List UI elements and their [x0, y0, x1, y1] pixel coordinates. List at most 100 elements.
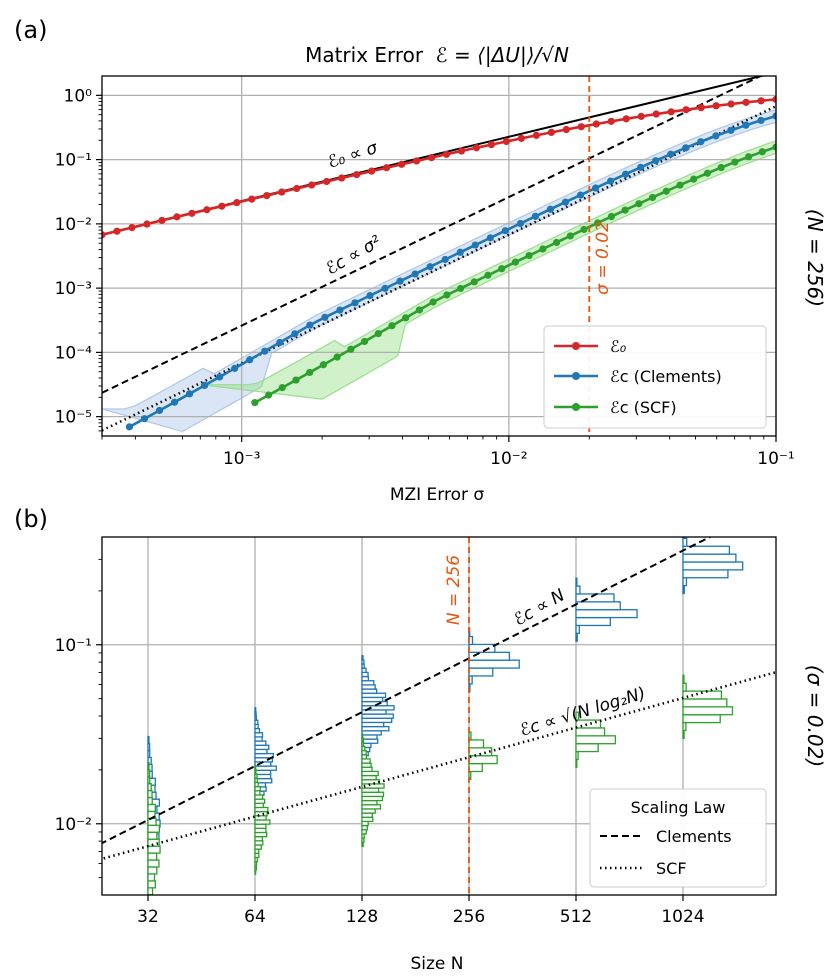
series-2-point-1 [264, 391, 273, 399]
hist-bar-clements-512-2 [575, 624, 580, 634]
panel-a-legend: ℰ₀ ℰc (Clements) ℰc (SCF) [543, 325, 767, 429]
hist-bar-clements-32-28 [147, 735, 150, 745]
series-1-point-34 [637, 163, 645, 171]
hist-bar-scf-32-27 [147, 769, 151, 778]
series-1-point-1 [140, 415, 149, 423]
series-0-point-18 [368, 167, 376, 175]
ytick-label-a-0: 10⁻⁵ [55, 408, 92, 428]
series-1-point-21 [441, 255, 449, 264]
panel-b-legend: Scaling Law Clements SCF [589, 788, 767, 888]
series-2-point-25 [594, 219, 602, 227]
series-0-point-31 [562, 125, 570, 134]
series-1-point-3 [170, 398, 179, 406]
vline-a-label: σ = 0.02 [593, 221, 613, 295]
series-0-point-25 [472, 144, 481, 152]
series-2-point-38 [772, 143, 776, 151]
hist-bar-clements-1024-2 [682, 577, 688, 587]
series-1-point-7 [231, 364, 239, 372]
hist-bar-scf-512-2 [575, 750, 579, 761]
series-2-point-27 [621, 206, 629, 214]
hist-bar-scf-1024-6 [682, 690, 723, 700]
series-0-point-45 [772, 95, 776, 103]
series-2-point-16 [470, 278, 478, 286]
series-1-point-15 [351, 299, 359, 307]
series-2-point-0 [251, 398, 259, 407]
hist-bar-scf-512-5 [575, 727, 606, 737]
series-0-point-14 [308, 181, 316, 189]
xtick-label-a-2: 10⁻¹ [757, 449, 794, 469]
hist-bar-scf-32-19 [147, 824, 161, 833]
hist-bar-scf-256-3 [468, 762, 483, 773]
panel-b-histograms [147, 537, 744, 895]
hist-bar-scf-256-4 [468, 755, 498, 765]
series-0-point-10 [248, 195, 256, 203]
hist-bar-scf-32-16 [147, 845, 161, 854]
series-0-point-9 [233, 199, 241, 207]
panel-a-title-formula: ℰ = ⟨|ΔU|⟩/√N [436, 43, 569, 67]
hist-bar-scf-1024-1 [682, 729, 685, 739]
series-1-point-2 [155, 406, 164, 415]
series-1-point-31 [591, 184, 600, 192]
hist-bar-scf-1024-8 [682, 674, 685, 684]
series-1-point-36 [667, 150, 675, 158]
series-2-point-29 [648, 193, 657, 202]
hist-bar-scf-1024-3 [682, 714, 721, 724]
band-scf [200, 140, 776, 400]
series-0-point-5 [173, 213, 181, 221]
series-2-point-31 [676, 181, 684, 189]
series-1-point-20 [426, 263, 434, 271]
series-1-point-0 [125, 423, 134, 431]
series-1-point-41 [742, 121, 750, 129]
xtick-label-b-2: 128 [346, 907, 378, 927]
series-2-point-11 [402, 314, 410, 322]
series-0-point-6 [188, 209, 196, 217]
series-2-point-7 [347, 345, 355, 353]
series-0-point-15 [323, 177, 331, 186]
hist-bar-scf-1024-4 [682, 706, 734, 716]
legend-b-box [589, 788, 767, 888]
series-2-point-10 [388, 322, 396, 330]
series-2-point-15 [456, 284, 465, 293]
series-1-point-38 [697, 138, 705, 146]
series-2-point-17 [484, 271, 492, 279]
series-1-point-6 [216, 373, 224, 381]
legend-a-box [543, 325, 767, 429]
series-2-point-22 [552, 238, 561, 247]
hist-bar-clements-512-1 [575, 632, 578, 642]
xtick-label-b-5: 1024 [661, 907, 704, 927]
panel-a-series [102, 95, 776, 431]
annot-clements-law: ℰc ∝ N [511, 585, 569, 630]
series-2-point-3 [292, 376, 300, 384]
series-0-point-16 [338, 174, 346, 182]
hist-bar-scf-512-3 [575, 743, 599, 753]
xtick-label-b-3: 256 [453, 907, 485, 927]
hist-bar-scf-64-29 [254, 765, 257, 771]
panel-a-frame [101, 75, 777, 437]
hist-bar-scf-1024-5 [682, 698, 728, 708]
xtick-label-b-4: 512 [560, 907, 592, 927]
series-2-point-30 [662, 187, 670, 195]
legend-b-item-clements: Clements [600, 827, 732, 846]
hist-bar-scf-32-25 [147, 782, 152, 792]
series-0-point-42 [727, 100, 735, 108]
series-1-point-23 [471, 241, 479, 249]
series-1-point-22 [456, 248, 464, 256]
series-1-point-35 [652, 157, 660, 165]
series-0-point-7 [203, 206, 211, 214]
series-line-0 [102, 98, 776, 237]
series-0-point-27 [502, 137, 510, 146]
hist-bar-scf-256-6 [468, 739, 485, 749]
hist-bar-scf-32-12 [147, 873, 156, 882]
hist-bar-scf-512-7 [575, 711, 580, 721]
series-1-point-33 [622, 170, 630, 178]
hist-bar-scf-1024-2 [682, 721, 687, 732]
hist-bar-clements-512-8 [575, 577, 578, 587]
series-2-point-6 [333, 353, 341, 361]
series-0-point-41 [712, 102, 720, 110]
panel-a-label: (a) [14, 16, 47, 44]
hist-bar-clements-32-27 [147, 742, 151, 752]
series-0-point-23 [442, 150, 451, 158]
series-2-point-35 [731, 158, 739, 166]
panel-b-label: (b) [14, 505, 48, 533]
ytick-label-a-2: 10⁻³ [55, 279, 92, 299]
